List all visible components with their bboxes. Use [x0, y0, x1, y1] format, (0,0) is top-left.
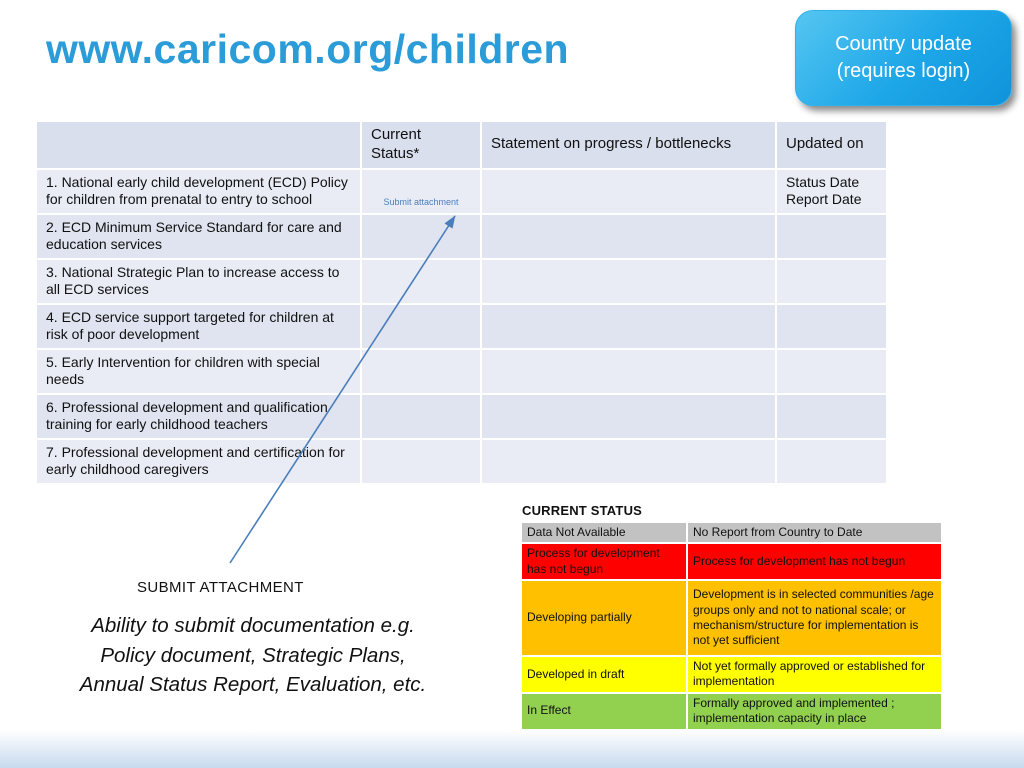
legend-row: In Effect Formally approved and implemen…	[520, 691, 943, 731]
updated-on-cell	[775, 347, 888, 395]
current-status-cell: Submit attachment	[360, 167, 482, 215]
table-row: 3. National Strategic Plan to increase a…	[35, 257, 888, 305]
table-row: 1. National early child development (ECD…	[35, 167, 888, 215]
row-label: 1. National early child development (ECD…	[35, 167, 362, 215]
description-text: Ability to submit documentation e.g. Pol…	[28, 611, 478, 700]
legend-right-cell: Not yet formally approved or established…	[686, 655, 943, 694]
report-date-label: Report Date	[786, 191, 862, 207]
current-status-cell[interactable]	[360, 257, 482, 305]
legend-title: CURRENT STATUS	[522, 503, 643, 518]
current-status-cell[interactable]	[360, 302, 482, 350]
country-update-callout[interactable]: Country update (requires login)	[795, 10, 1012, 106]
legend-left-cell: Process for development has not begun	[520, 542, 688, 582]
updated-on-cell	[775, 257, 888, 305]
row-label: 6. Professional development and qualific…	[35, 392, 362, 440]
table-row: 7. Professional development and certific…	[35, 437, 888, 485]
legend-row: Developing partially Development is in s…	[520, 579, 943, 658]
header-cell-blank	[35, 120, 362, 170]
table-header-row: Current Status* Statement on progress / …	[35, 120, 888, 170]
updated-on-cell	[775, 212, 888, 260]
updated-on-cell: Status Date Report Date	[775, 167, 888, 215]
legend-row: Process for development has not begun Pr…	[520, 542, 943, 582]
legend-right-cell: No Report from Country to Date	[686, 520, 943, 545]
legend-right-cell: Process for development has not begun	[686, 542, 943, 582]
header-cell-updated-on: Updated on	[775, 120, 888, 170]
statement-cell[interactable]	[480, 392, 777, 440]
status-date-label: Status Date	[786, 173, 860, 190]
legend-row: Developed in draft Not yet formally appr…	[520, 655, 943, 694]
statement-cell[interactable]	[480, 167, 777, 215]
row-label: 3. National Strategic Plan to increase a…	[35, 257, 362, 305]
table-row: 2. ECD Minimum Service Standard for care…	[35, 212, 888, 260]
updated-on-cell	[775, 437, 888, 485]
table-row: 6. Professional development and qualific…	[35, 392, 888, 440]
statement-cell[interactable]	[480, 437, 777, 485]
current-status-legend: CURRENT STATUS Data Not Available No Rep…	[520, 503, 943, 731]
statement-cell[interactable]	[480, 302, 777, 350]
statement-cell[interactable]	[480, 212, 777, 260]
row-label: 4. ECD service support targeted for chil…	[35, 302, 362, 350]
statement-cell[interactable]	[480, 347, 777, 395]
legend-row: Data Not Available No Report from Countr…	[520, 520, 943, 545]
callout-line-2: (requires login)	[836, 60, 971, 82]
legend-left-cell: Developing partially	[520, 579, 688, 658]
current-status-cell[interactable]	[360, 347, 482, 395]
legend-right-cell: Formally approved and implemented ; impl…	[686, 691, 943, 731]
legend-left-cell: In Effect	[520, 691, 688, 731]
description-line-3: Annual Status Report, Evaluation, etc.	[79, 673, 427, 697]
description-line-1: Ability to submit documentation e.g.	[91, 614, 415, 637]
description-line-2: Policy document, Strategic Plans,	[100, 643, 406, 667]
current-status-cell[interactable]	[360, 392, 482, 440]
legend-left-cell: Data Not Available	[520, 520, 688, 545]
page-title: www.caricom.org/children	[46, 26, 570, 72]
legend-table: Data Not Available No Report from Countr…	[520, 520, 943, 731]
table-row: 5. Early Intervention for children with …	[35, 347, 888, 395]
current-status-cell[interactable]	[360, 212, 482, 260]
statement-cell[interactable]	[480, 257, 777, 305]
row-label: 7. Professional development and certific…	[35, 437, 362, 485]
callout-line-1: Country update	[835, 33, 972, 55]
submit-attachment-link[interactable]: Submit attachment	[383, 197, 459, 208]
current-status-cell[interactable]	[360, 437, 482, 485]
header-cell-statement: Statement on progress / bottlenecks	[480, 120, 777, 170]
updated-on-cell	[775, 302, 888, 350]
row-label: 2. ECD Minimum Service Standard for care…	[35, 212, 362, 260]
legend-left-cell: Developed in draft	[520, 655, 688, 694]
legend-right-cell: Development is in selected communities /…	[686, 579, 943, 658]
status-table: Current Status* Statement on progress / …	[35, 120, 888, 485]
updated-on-cell	[775, 392, 888, 440]
row-label: 5. Early Intervention for children with …	[35, 347, 362, 395]
table-row: 4. ECD service support targeted for chil…	[35, 302, 888, 350]
submit-attachment-caption: SUBMIT ATTACHMENT	[137, 579, 304, 596]
bottom-gradient	[0, 730, 1024, 768]
header-cell-current-status: Current Status*	[360, 120, 482, 170]
